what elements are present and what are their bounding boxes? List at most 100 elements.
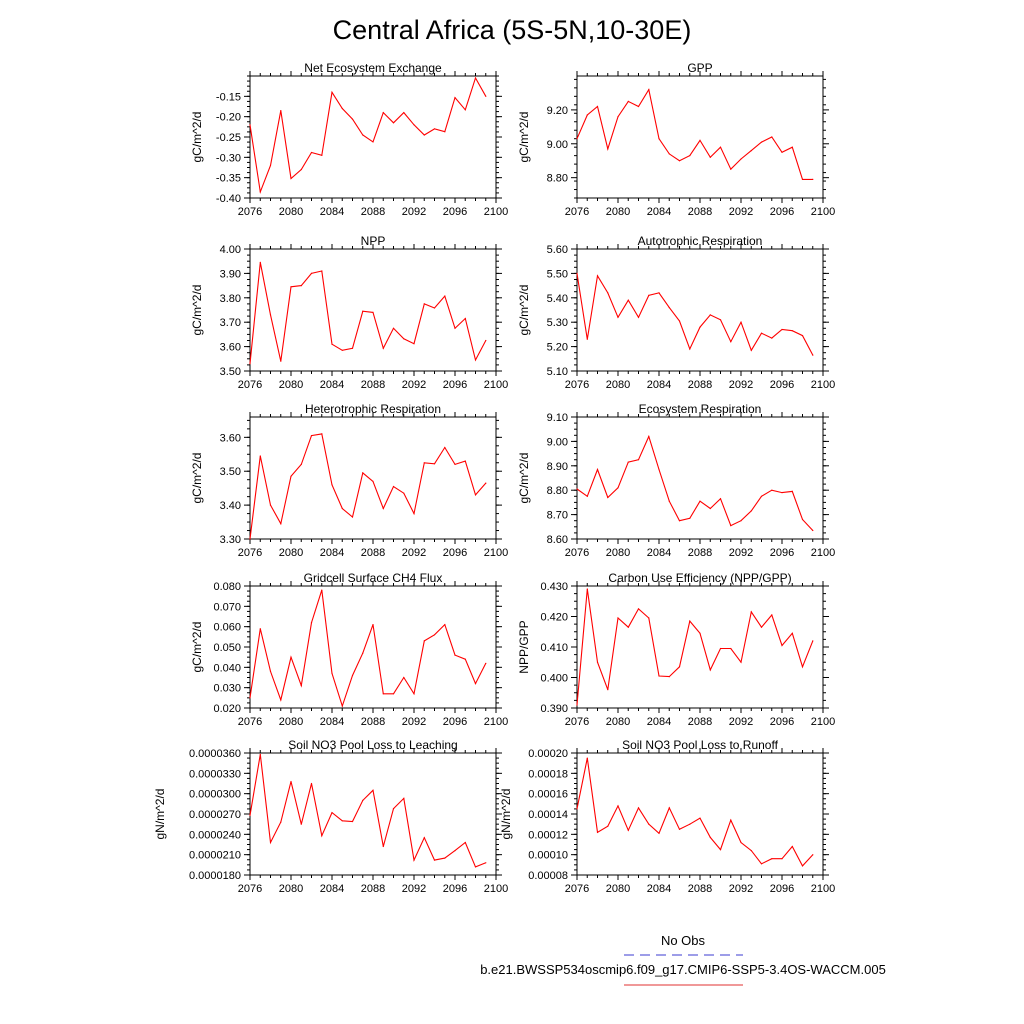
plot-frame	[249, 248, 497, 372]
data-point	[392, 808, 395, 810]
data-point	[699, 500, 701, 502]
plot-frame	[249, 416, 497, 540]
data-point	[658, 292, 660, 294]
x-tick-label: 2100	[484, 379, 508, 391]
data-point	[485, 339, 487, 342]
x-tick-label: 2076	[565, 883, 589, 895]
y-tick-label: 0.0000330	[189, 768, 241, 780]
panel-grid: Net Ecosystem Exchange 2076 2080 2084 2088 20…	[153, 61, 835, 895]
data-point	[801, 178, 804, 180]
x-tick-label: 2096	[770, 716, 794, 728]
x-tick-label: 2076	[238, 883, 262, 895]
y-tick-label: 0.050	[213, 642, 241, 654]
legend-label-no-obs: No Obs	[661, 933, 706, 948]
data-point	[249, 124, 251, 126]
x-tick-label: 2092	[729, 547, 753, 559]
data-point	[709, 156, 711, 158]
y-axis-label: gC/m^2/d	[517, 285, 531, 336]
data-point	[300, 168, 302, 171]
series-line	[249, 589, 487, 708]
figure-title: Central Africa (5S-5N,10-30E)	[333, 15, 692, 45]
x-tick-label: 2080	[279, 883, 303, 895]
data-point	[668, 500, 670, 502]
data-point	[709, 507, 711, 510]
y-tick-label: -0.30	[216, 152, 241, 164]
x-tick-label: 2092	[729, 883, 753, 895]
x-tick-label: 2088	[361, 206, 385, 218]
x-tick-label: 2096	[443, 716, 467, 728]
data-point	[464, 658, 466, 660]
x-tick-label: 2076	[565, 206, 589, 218]
x-tick-label: 2096	[443, 547, 467, 559]
data-point	[280, 523, 282, 525]
series-line	[249, 433, 487, 540]
y-tick-label: 0.0000210	[189, 850, 241, 862]
data-point	[617, 805, 619, 807]
data-point	[433, 128, 436, 130]
x-tick-label: 2076	[238, 206, 262, 218]
y-tick-label: 3.60	[220, 342, 241, 354]
data-point	[719, 319, 722, 321]
data-point	[423, 134, 425, 136]
y-tick-label: 0.00008	[528, 870, 568, 882]
data-point	[648, 89, 650, 91]
data-point	[269, 670, 272, 673]
data-point	[689, 620, 691, 622]
data-point	[668, 153, 670, 155]
y-tick-label: 3.30	[220, 534, 241, 546]
x-tick-label: 2084	[320, 206, 344, 218]
x-tick-label: 2076	[565, 379, 589, 391]
data-point	[413, 343, 415, 345]
data-point	[617, 487, 619, 489]
y-tick-label: 9.10	[547, 412, 568, 424]
y-tick-label: -0.15	[216, 91, 241, 103]
data-point	[433, 634, 436, 636]
y-tick-label: 0.00018	[528, 768, 568, 780]
data-point	[290, 475, 292, 477]
data-point	[750, 510, 752, 512]
y-tick-label: 5.30	[547, 317, 568, 329]
y-tick-label: -0.40	[216, 193, 241, 205]
data-point	[280, 821, 282, 823]
y-tick-label: 0.0000270	[189, 809, 241, 821]
data-point	[658, 138, 660, 140]
data-point	[423, 640, 425, 642]
x-tick-label: 2100	[811, 379, 835, 391]
panel-title: Soil NO3 Pool Loss to Runoff	[622, 738, 779, 752]
data-point	[341, 820, 343, 822]
x-tick-label: 2076	[565, 547, 589, 559]
y-axis-label: gN/m^2/d	[499, 789, 513, 840]
y-axis-label: NPP/GPP	[517, 620, 531, 673]
data-point	[678, 828, 681, 830]
data-point	[791, 845, 793, 848]
data-point	[474, 494, 477, 496]
data-point	[637, 807, 640, 809]
data-point	[269, 164, 272, 167]
data-point	[627, 299, 629, 301]
data-point	[259, 753, 261, 756]
y-tick-label: 0.420	[540, 612, 568, 624]
data-point	[351, 674, 354, 677]
data-point	[596, 661, 599, 663]
y-tick-label: 9.00	[547, 139, 568, 151]
data-point	[392, 327, 395, 329]
y-tick-label: 0.0000360	[189, 748, 241, 760]
x-tick-label: 2080	[279, 716, 303, 728]
data-point	[444, 446, 446, 449]
data-point	[750, 611, 752, 613]
y-tick-label: -0.35	[216, 173, 241, 185]
data-point	[403, 797, 405, 800]
y-tick-label: 9.20	[547, 105, 568, 117]
data-point	[648, 823, 650, 825]
y-tick-label: 0.030	[213, 683, 241, 695]
data-point	[423, 462, 425, 464]
data-point	[576, 272, 578, 274]
data-point	[812, 529, 814, 532]
x-tick-label: 2080	[279, 206, 303, 218]
y-tick-label: 0.0000300	[189, 789, 241, 801]
x-tick-label: 2076	[238, 379, 262, 391]
plot-frame	[249, 75, 497, 199]
data-point	[444, 624, 446, 626]
data-point	[259, 191, 261, 193]
y-axis-label: gN/m^2/d	[153, 789, 167, 840]
